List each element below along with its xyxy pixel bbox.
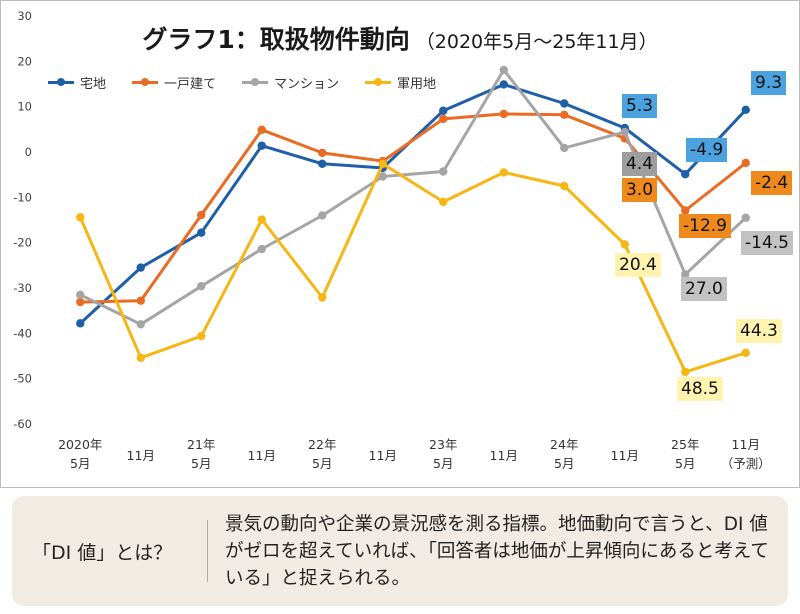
chart-title-main: グラフ1：取扱物件動向: [142, 25, 410, 54]
data-point: [439, 114, 448, 124]
data-point: [197, 331, 206, 341]
x-tick-label: 2020年 5月: [58, 437, 103, 471]
data-point: [257, 125, 266, 134]
data-point: [318, 159, 327, 168]
x-tick-label: 23年 5月: [429, 437, 458, 471]
data-value-label: 9.3: [751, 71, 787, 95]
data-point: [76, 290, 85, 299]
y-tick-label: 0: [25, 145, 32, 159]
data-point: [741, 348, 750, 358]
data-point: [197, 228, 206, 237]
data-value-label: 27.0: [681, 277, 727, 301]
data-value-label: -12.9: [679, 214, 731, 238]
legend-label: マンション: [274, 76, 340, 92]
y-tick-label: 20: [17, 54, 32, 68]
legend-item: 宅地: [48, 73, 106, 92]
data-value-label: 3.0: [622, 178, 658, 202]
x-tick-label: 22年 5月: [308, 437, 337, 471]
di-info-label: 「DI 値」とは？: [32, 541, 173, 564]
legend-label: 軍用地: [397, 76, 437, 92]
y-tick-label: -20: [13, 236, 32, 250]
data-point: [560, 99, 569, 108]
y-tick-label: 30: [17, 9, 32, 23]
x-tick-label: 11月 （予測）: [720, 437, 771, 471]
di-info-box: 「DI 値」とは？ 景気の動向や企業の景況感を測る指標。地価動向で言うと、DI …: [12, 496, 788, 606]
data-point: [620, 127, 629, 137]
data-point: [560, 181, 569, 191]
data-point: [499, 65, 508, 75]
data-point: [318, 211, 327, 220]
data-point: [620, 240, 629, 249]
x-tick-label: 21年 5月: [187, 437, 216, 471]
x-tick-label: 11月: [368, 448, 397, 463]
data-point: [197, 281, 206, 291]
data-point: [197, 210, 206, 220]
chart-subtitle: （2020年5月〜25年11月）: [415, 31, 658, 53]
chart-title: グラフ1：取扱物件動向 （2020年5月〜25年11月）: [0, 20, 800, 56]
data-point: [76, 319, 85, 328]
data-point: [318, 148, 327, 158]
data-value-label: 44.3: [736, 319, 782, 343]
series-line-1: [80, 112, 747, 304]
data-point: [499, 168, 508, 177]
legend-label: 一戸建て: [164, 76, 217, 92]
data-point: [439, 197, 448, 207]
y-tick-label: -30: [13, 281, 32, 295]
y-tick-label: -60: [13, 417, 32, 431]
data-point: [499, 80, 508, 89]
data-value-label: 4.4: [622, 152, 658, 176]
data-value-label: 5.3: [622, 94, 658, 118]
data-point: [136, 320, 145, 329]
data-point: [136, 296, 145, 305]
data-point: [378, 172, 387, 181]
data-point: [741, 158, 750, 168]
x-tick-label: 24年 5月: [550, 437, 579, 471]
data-point: [257, 215, 266, 224]
y-tick-label: -10: [13, 190, 32, 204]
data-point: [136, 263, 145, 272]
data-point: [136, 353, 145, 363]
chart-legend: 宅地 一戸建て マンション 軍用地: [48, 71, 462, 93]
data-point: [560, 110, 569, 120]
data-value-label: 48.5: [677, 377, 723, 401]
data-point: [499, 109, 508, 119]
data-point: [318, 293, 327, 302]
legend-label: 宅地: [80, 76, 107, 92]
x-tick-label: 11月: [489, 448, 518, 463]
legend-swatch: [132, 77, 159, 86]
data-point: [439, 106, 448, 115]
x-tick-label: 11月: [610, 448, 639, 463]
di-info-text: 景気の動向や企業の景況感を測る指標。地価動向で言うと、DI 値がゼロを超えていれ…: [225, 514, 769, 589]
data-point: [257, 244, 266, 254]
legend-swatch: [48, 77, 74, 86]
y-tick-label: -50: [13, 372, 32, 386]
x-tick-label: 11月: [247, 448, 276, 463]
data-value-label: -14.5: [741, 231, 793, 255]
legend-item: 一戸建て: [132, 73, 216, 92]
data-point: [76, 213, 85, 222]
data-point: [741, 213, 750, 222]
data-point: [681, 170, 690, 179]
data-point: [681, 206, 690, 215]
data-value-label: -2.4: [751, 171, 793, 195]
legend-swatch: [365, 77, 392, 86]
legend-item: 軍用地: [365, 73, 436, 92]
data-point: [681, 270, 690, 279]
y-tick-label: -40: [13, 326, 32, 340]
data-point: [439, 167, 448, 176]
data-point: [681, 367, 690, 377]
data-value-label: -4.9: [686, 138, 728, 162]
legend-swatch: [242, 77, 269, 86]
data-point: [560, 143, 569, 153]
data-point: [378, 159, 387, 168]
x-tick-label: 25年 5月: [671, 437, 700, 471]
data-point: [741, 105, 750, 115]
data-value-label: 20.4: [615, 253, 661, 277]
di-info-divider: [207, 520, 208, 582]
x-tick-label: 11月: [126, 448, 155, 463]
data-point: [76, 297, 85, 307]
data-point: [257, 141, 266, 150]
legend-item: マンション: [242, 73, 339, 92]
y-tick-label: 10: [17, 100, 32, 114]
